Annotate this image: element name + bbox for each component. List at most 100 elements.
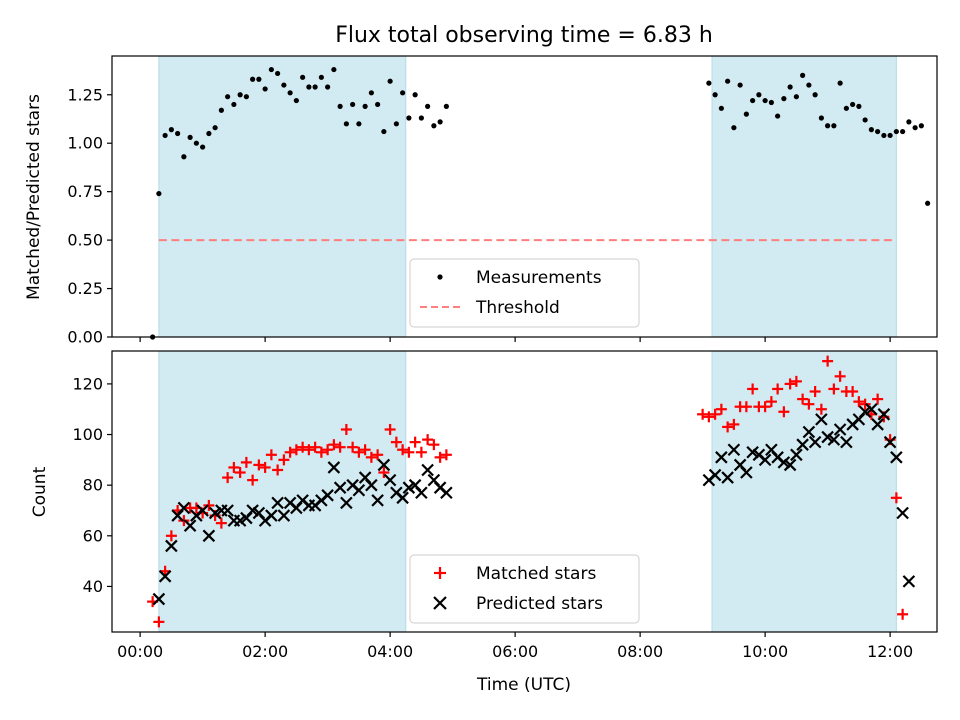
matched-star-point [247, 474, 259, 486]
matched-star-point [265, 449, 277, 461]
predicted-star-stroke [783, 458, 797, 472]
matched-star-point [365, 451, 377, 463]
matched-star-point [853, 396, 865, 408]
predicted-star-stroke [352, 483, 366, 497]
measurement-point [250, 76, 256, 82]
predicted-star-point [715, 451, 728, 464]
predicted-star-stroke [815, 413, 828, 426]
matched-star-point [290, 444, 302, 456]
measurement-point [812, 92, 818, 98]
predicted-star-stroke [252, 506, 266, 520]
top-panel: 0.00 0.25 0.50 0.75 1.00 1.25 Matched/Predict… [24, 55, 938, 347]
predicted-star-stroke [383, 473, 397, 487]
measurement-point [393, 121, 399, 127]
predicted-star-stroke [183, 519, 197, 532]
predicted-star-stroke [158, 570, 172, 583]
measurement-point [893, 128, 899, 135]
measurement-point [281, 82, 287, 88]
predicted-star-point [727, 443, 741, 457]
predicted-star-stroke [746, 445, 759, 459]
x-tick-label: 06:00 [492, 642, 538, 661]
predicted-star-stroke [365, 478, 378, 492]
measurement-point [918, 123, 924, 129]
measurement-point [300, 74, 306, 80]
top-shaded-intervals [158, 55, 897, 338]
predicted-star-point [796, 438, 809, 451]
predicted-star-stroke [777, 456, 791, 469]
predicted-star-stroke [396, 491, 409, 505]
predicted-star-point [202, 529, 216, 543]
matched-star-point [403, 446, 415, 458]
predicted-star-stroke [265, 509, 278, 522]
measurement-point [706, 80, 712, 86]
legend-matched-label: Matched stars [476, 564, 596, 584]
measurement-point [175, 130, 181, 137]
bottom-y-axis-label: Count [30, 466, 50, 517]
y-tick-label: 40 [83, 577, 103, 596]
measurement-point [212, 125, 218, 131]
predicted-star-stroke [358, 471, 372, 484]
predicted-star-stroke [902, 575, 916, 588]
matched-star-point [203, 499, 215, 511]
predicted-star-point [158, 570, 172, 583]
x-tick-label: 04:00 [367, 642, 413, 661]
predicted-star-stroke [790, 448, 803, 462]
measurement-point [243, 94, 249, 100]
measurement-point [268, 66, 274, 73]
matched-star-point [703, 411, 715, 423]
top-y-ticks: 0.00 0.25 0.50 0.75 1.00 1.25 [67, 85, 112, 347]
measurement-point [725, 78, 731, 84]
matched-star-point [784, 378, 796, 390]
predicted-star-point [333, 481, 347, 494]
measurement-point [793, 94, 799, 100]
predicted-star-stroke [758, 453, 772, 467]
measurement-point [800, 72, 806, 78]
matched-star-point [790, 375, 802, 387]
measurement-point [762, 97, 768, 104]
top-x-ticks [139, 337, 891, 342]
matched-star-point [309, 441, 321, 453]
predicted-star-point [758, 453, 772, 467]
measurement-point [156, 190, 162, 197]
predicted-star-stroke [883, 435, 897, 449]
predicted-star-point [440, 486, 453, 500]
measurement-point [187, 134, 193, 140]
predicted-star-point [352, 483, 366, 497]
predicted-star-stroke [408, 478, 422, 492]
predicted-star-stroke [821, 430, 834, 444]
matched-star-point [353, 446, 365, 458]
legend-threshold-label: Threshold [475, 298, 560, 318]
matched-star-point [378, 467, 390, 479]
y-tick-label: 80 [83, 476, 103, 495]
measurement-point [306, 84, 312, 90]
shaded-interval [711, 350, 897, 633]
y-tick-label: 0.75 [67, 182, 103, 201]
predicted-star-point [152, 592, 166, 606]
matched-star-point [297, 441, 309, 453]
measurement-point [756, 92, 762, 98]
matched-star-point [340, 423, 352, 435]
matched-star-point [372, 449, 384, 461]
measurement-point [443, 103, 449, 109]
shaded-interval [158, 55, 407, 338]
predicted-star-stroke [871, 418, 884, 431]
predicted-star-stroke [221, 504, 234, 517]
predicted-star-point [371, 494, 384, 507]
predicted-star-stroke [246, 504, 259, 517]
measurement-point [387, 78, 393, 84]
predicted-star-point [740, 466, 753, 479]
predicted-star-stroke [715, 451, 728, 464]
predicted-star-stroke [152, 592, 166, 606]
x-tick-label: 10:00 [742, 642, 788, 661]
matched-star-point [834, 370, 846, 382]
matched-star-point [828, 383, 840, 395]
bottom-x-ticks: 00:00 02:00 04:00 06:00 08:00 10:00 12:00 [117, 632, 913, 661]
predicted-star-stroke [415, 486, 428, 500]
measurement-point [862, 117, 868, 123]
matched-star-point [890, 492, 902, 504]
matched-star-point [759, 401, 771, 413]
measurement-point [437, 119, 443, 125]
matched-star-point [215, 517, 227, 529]
measurement-point [856, 103, 862, 109]
predicted-star-stroke [321, 489, 334, 502]
